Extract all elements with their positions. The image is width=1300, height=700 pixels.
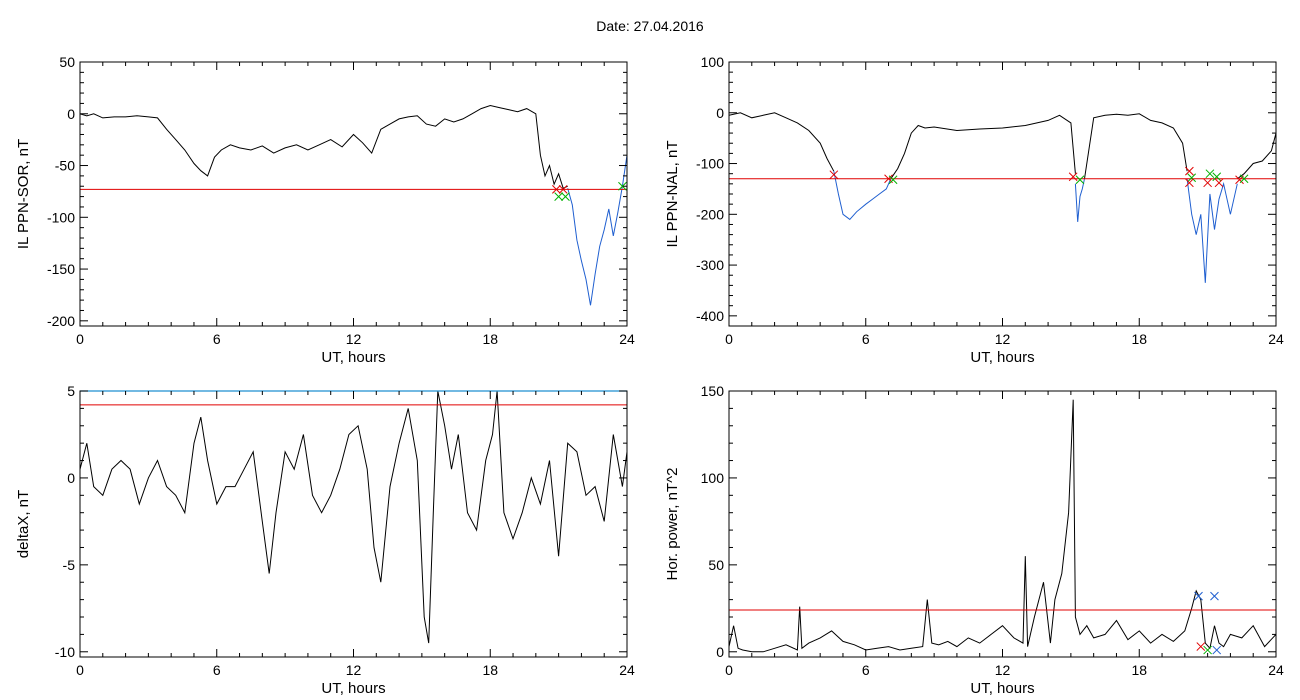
y-tick-label: 150 [701, 383, 725, 399]
x-tick-label: 0 [725, 331, 733, 347]
event-marker [1206, 170, 1214, 178]
x-tick-label: 24 [1268, 662, 1284, 678]
event-marker [1210, 592, 1218, 600]
y-tick-label: -150 [47, 261, 75, 277]
x-axis-label: UT, hours [321, 680, 385, 697]
x-axis-label: UT, hours [970, 680, 1034, 697]
event-marker [1195, 592, 1203, 600]
x-tick-label: 0 [76, 331, 84, 347]
y-tick-label: 100 [701, 470, 725, 486]
plot-frame [729, 62, 1276, 326]
series-line [729, 400, 1276, 652]
event-marker [1213, 646, 1221, 654]
x-tick-label: 18 [1131, 662, 1147, 678]
x-tick-label: 24 [619, 662, 635, 678]
plot-p3: 0 6 12 18 24 -10 -5 0 5 UT, hours deltaX, nT [15, 383, 635, 697]
y-tick-label: 50 [708, 557, 724, 573]
y-axis-label: deltaX, nT [15, 490, 32, 558]
y-axis-label: Hor. power, nT^2 [664, 468, 681, 581]
event-marker [1213, 173, 1221, 181]
y-tick-label: 5 [67, 383, 75, 399]
y-tick-label: -300 [696, 257, 724, 273]
plot-frame [729, 391, 1276, 657]
x-tick-label: 12 [995, 662, 1011, 678]
series-line [1237, 133, 1276, 179]
series-line [80, 391, 627, 643]
x-tick-label: 6 [862, 331, 870, 347]
x-tick-label: 12 [346, 331, 362, 347]
y-tick-label: 50 [59, 54, 75, 70]
x-tick-label: 24 [619, 331, 635, 347]
y-tick-label: 0 [67, 106, 75, 122]
y-tick-label: 100 [701, 54, 725, 70]
y-tick-label: -200 [696, 206, 724, 222]
x-tick-label: 12 [346, 662, 362, 678]
x-tick-label: 6 [213, 331, 221, 347]
event-marker [1069, 173, 1077, 181]
y-tick-label: 0 [716, 644, 724, 660]
series-line [1187, 179, 1237, 283]
x-axis-label: UT, hours [321, 349, 385, 366]
series-line [568, 155, 627, 305]
x-tick-label: 6 [213, 662, 221, 678]
series-line [891, 115, 1076, 179]
x-tick-label: 12 [995, 331, 1011, 347]
y-tick-label: -5 [63, 557, 76, 573]
series-line [1085, 114, 1188, 179]
x-tick-label: 24 [1268, 331, 1284, 347]
event-marker [555, 193, 563, 201]
chart-area: 0 6 12 18 24-200-150-100-50050UT, hoursIL PP… [0, 0, 1300, 700]
y-axis-label: IL PPN-NAL, nT [664, 141, 681, 248]
y-tick-label: -400 [696, 308, 724, 324]
series-line [1075, 179, 1084, 222]
y-tick-label: -10 [55, 644, 75, 660]
x-tick-label: 18 [1131, 331, 1147, 347]
x-tick-label: 0 [76, 662, 84, 678]
event-marker [1215, 179, 1223, 187]
y-tick-label: 0 [716, 105, 724, 121]
plot-p2: 0 6 12 18 24 -400 -300 -200 -100 0 100 UT, hours IL … [664, 54, 1284, 366]
series-line [80, 106, 568, 189]
event-marker [1204, 179, 1212, 187]
y-tick-label: -100 [47, 209, 75, 225]
x-tick-label: 6 [862, 662, 870, 678]
event-marker [1076, 176, 1084, 184]
x-axis-label: UT, hours [970, 349, 1034, 366]
series-line [729, 113, 834, 171]
y-axis-label: IL PPN-SOR, nT [15, 139, 32, 249]
plot-p4: 0 6 12 18 24 0 50 100 150 UT, hours Hor. power, nT… [664, 383, 1284, 697]
y-tick-label: -200 [47, 313, 75, 329]
plot-frame [80, 391, 627, 657]
x-tick-label: 0 [725, 662, 733, 678]
plot-frame [80, 62, 627, 326]
y-tick-label: -50 [55, 158, 75, 174]
y-tick-label: -100 [696, 156, 724, 172]
event-marker [561, 193, 569, 201]
y-tick-label: 0 [67, 470, 75, 486]
x-tick-label: 18 [482, 662, 498, 678]
x-tick-label: 18 [482, 331, 498, 347]
plot-p1: 0 6 12 18 24 -200 -150 -100 -50 0 50 UT, hours IL PP… [15, 54, 635, 366]
